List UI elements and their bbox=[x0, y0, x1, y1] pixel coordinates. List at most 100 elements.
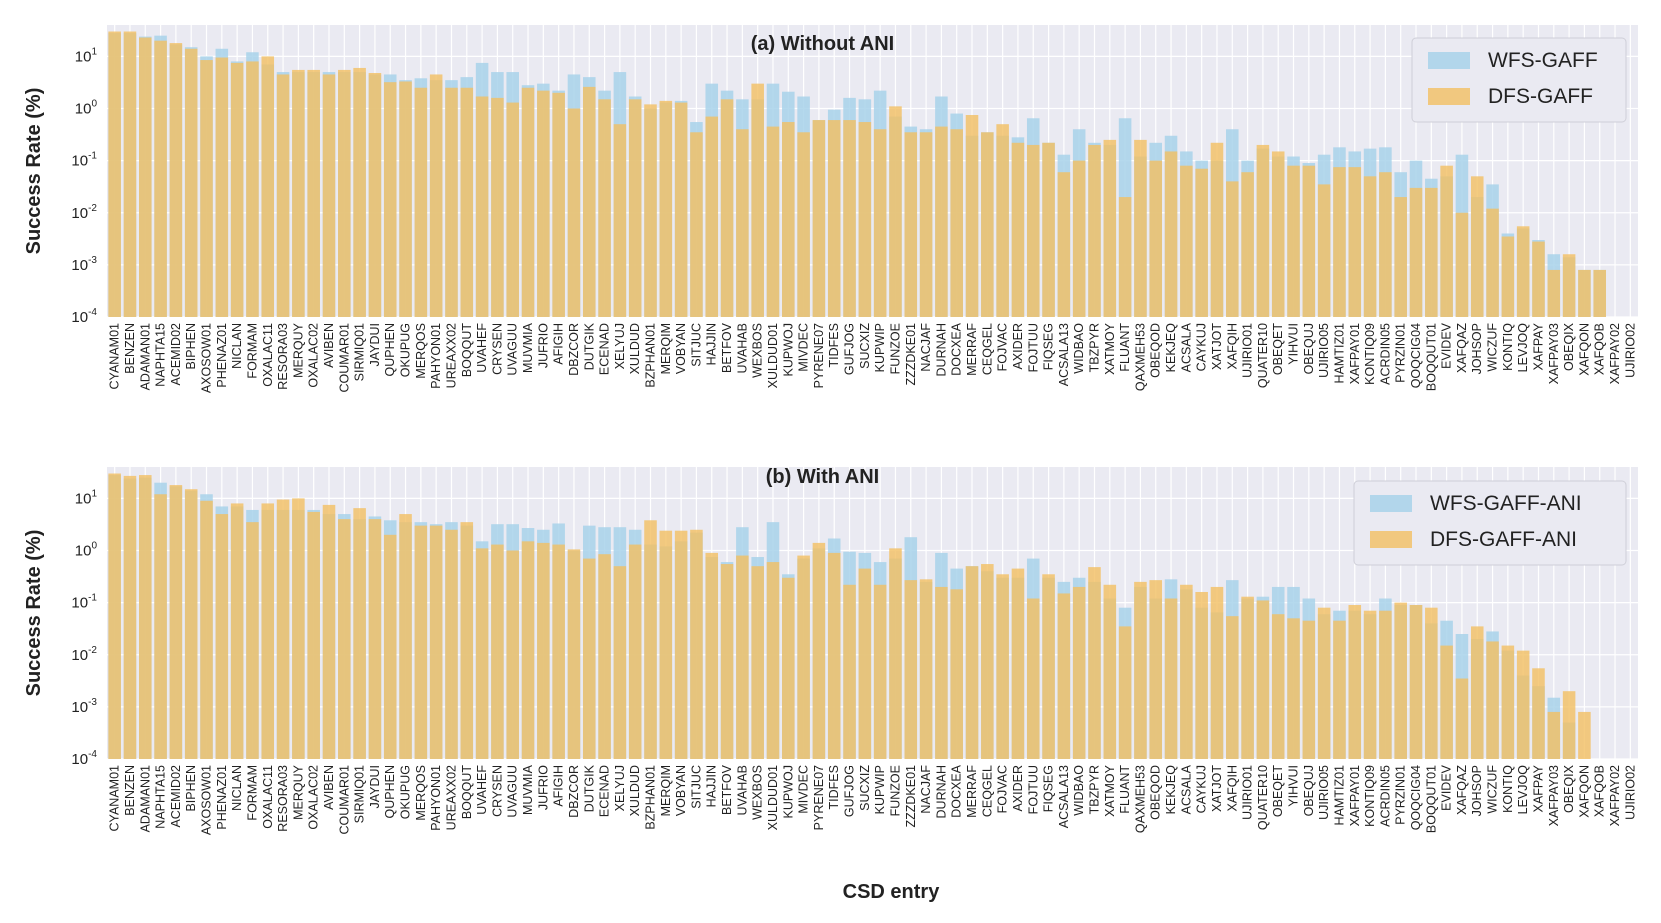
bar-dfs bbox=[965, 566, 979, 759]
x-tick-label: XAFPAY01 bbox=[1348, 765, 1362, 826]
bar-dfs bbox=[1547, 269, 1561, 317]
x-tick-label: JAYDUI bbox=[368, 323, 382, 367]
bar-dfs bbox=[1302, 165, 1316, 317]
x-tick-label: OXALAC02 bbox=[307, 765, 321, 830]
x-tick-label: MERQUY bbox=[291, 322, 305, 378]
bar-dfs bbox=[506, 550, 519, 759]
x-tick-label: DUTGIK bbox=[582, 764, 596, 812]
bar-dfs bbox=[1455, 678, 1469, 759]
bar-dfs bbox=[460, 87, 474, 317]
x-tick-label: XULDUD01 bbox=[766, 765, 780, 830]
bar-dfs bbox=[904, 580, 918, 759]
bar-dfs bbox=[1578, 711, 1591, 759]
bar-dfs bbox=[1271, 614, 1285, 759]
bar-dfs bbox=[1532, 241, 1545, 317]
x-tick-label: PYRENE07 bbox=[812, 323, 826, 388]
x-tick-label: XAFPAY03 bbox=[1547, 765, 1561, 826]
y-tick-label: 10-2 bbox=[71, 203, 97, 222]
bar-dfs bbox=[491, 97, 504, 317]
bar-dfs bbox=[873, 584, 887, 759]
bar-dfs bbox=[491, 544, 504, 759]
bar-dfs bbox=[1363, 176, 1377, 317]
x-tick-label: WEXBOS bbox=[751, 765, 765, 820]
bar-dfs bbox=[1149, 580, 1163, 759]
x-tick-label: VOBYAN bbox=[674, 765, 688, 816]
bar-dfs bbox=[858, 122, 872, 318]
bar-dfs bbox=[827, 120, 841, 317]
x-tick-label: FUNZOE bbox=[888, 765, 902, 816]
bar-dfs bbox=[1394, 602, 1407, 759]
x-tick-label: XAFQON bbox=[1577, 765, 1591, 818]
bar-dfs bbox=[1103, 139, 1117, 317]
x-tick-label: AXIDER bbox=[1011, 765, 1025, 812]
bar-dfs bbox=[567, 549, 581, 759]
bar-dfs bbox=[276, 499, 290, 759]
x-tick-label: XAFPAY03 bbox=[1547, 323, 1561, 384]
bar-dfs bbox=[582, 558, 596, 759]
bar-dfs bbox=[766, 126, 780, 317]
bar-dfs bbox=[782, 577, 795, 759]
x-tick-label: DUTGIK bbox=[582, 322, 596, 370]
x-tick-label: MERRAF bbox=[965, 323, 979, 376]
panel-with-ani: 101 100 10-1 10-2 10-3 10-4 CYANAM01 BENZEN ADAM… bbox=[23, 466, 1638, 835]
x-tick-label: PAHYON01 bbox=[429, 323, 443, 389]
x-tick-label: XULDUD bbox=[628, 323, 642, 374]
x-tick-label: KEKJEQ bbox=[1164, 765, 1178, 815]
x-tick-label: JAYDUI bbox=[368, 765, 382, 809]
x-tick-label: KONTIQ bbox=[1501, 323, 1515, 371]
legend-swatch-dfs bbox=[1428, 88, 1470, 105]
x-tick-label: DOCXEA bbox=[950, 322, 964, 375]
bar-dfs bbox=[1547, 711, 1561, 759]
bar-dfs bbox=[935, 586, 948, 759]
bar-dfs bbox=[812, 120, 826, 317]
bar-dfs bbox=[1333, 620, 1346, 759]
bar-dfs bbox=[1134, 581, 1147, 759]
bar-dfs bbox=[1088, 144, 1101, 317]
bar-dfs bbox=[644, 520, 657, 759]
x-tick-label: KUPWOJ bbox=[781, 765, 795, 818]
x-tick-label: XATMOY bbox=[1103, 764, 1117, 817]
x-tick-label: FOJVAC bbox=[996, 323, 1010, 371]
bar-dfs bbox=[1516, 226, 1530, 317]
bar-dfs bbox=[215, 514, 229, 759]
bar-dfs bbox=[261, 56, 275, 317]
bar-dfs bbox=[184, 48, 198, 317]
bar-dfs bbox=[628, 544, 642, 759]
legend-label: WFS-GAFF bbox=[1488, 49, 1598, 72]
x-tick-label: YIHVUI bbox=[1287, 323, 1301, 365]
bar-dfs bbox=[1164, 598, 1178, 759]
bar-dfs bbox=[1088, 567, 1101, 759]
bar-dfs bbox=[1394, 197, 1407, 317]
bar-dfs bbox=[169, 43, 183, 318]
bar-dfs bbox=[1317, 184, 1331, 317]
x-tick-label: XAFQON bbox=[1577, 323, 1591, 376]
x-tick-label: UJIRIO01 bbox=[1241, 323, 1255, 378]
bar-dfs bbox=[598, 554, 611, 759]
x-tick-label: ECENAD bbox=[598, 323, 612, 375]
bar-dfs bbox=[138, 475, 152, 759]
y-tick-label: 10-1 bbox=[71, 151, 97, 170]
bar-dfs bbox=[1440, 165, 1453, 317]
x-tick-label: XULDUD bbox=[628, 765, 642, 816]
x-tick-label: XATJOT bbox=[1210, 765, 1224, 812]
x-tick-label: FOJTUU bbox=[1026, 323, 1040, 372]
x-tick-label: MUVMIA bbox=[521, 322, 535, 373]
x-tick-label: MERQOS bbox=[414, 323, 428, 379]
bar-dfs bbox=[154, 494, 167, 759]
bar-dfs bbox=[200, 60, 213, 318]
bar-dfs bbox=[843, 120, 856, 317]
bar-dfs bbox=[613, 566, 627, 759]
bar-dfs bbox=[368, 72, 382, 318]
bar-dfs bbox=[1470, 626, 1484, 759]
x-tick-label: BOQQUT bbox=[460, 323, 474, 378]
x-tick-label: SITJUC bbox=[689, 323, 703, 367]
bar-dfs bbox=[1118, 197, 1132, 317]
bar-dfs bbox=[1486, 208, 1499, 317]
bar-dfs bbox=[1210, 586, 1224, 759]
bar-dfs bbox=[445, 87, 458, 317]
bar-dfs bbox=[521, 541, 535, 759]
x-tick-label: AFIGIH bbox=[552, 323, 566, 365]
bar-dfs bbox=[1241, 172, 1254, 317]
bar-dfs bbox=[843, 584, 856, 759]
